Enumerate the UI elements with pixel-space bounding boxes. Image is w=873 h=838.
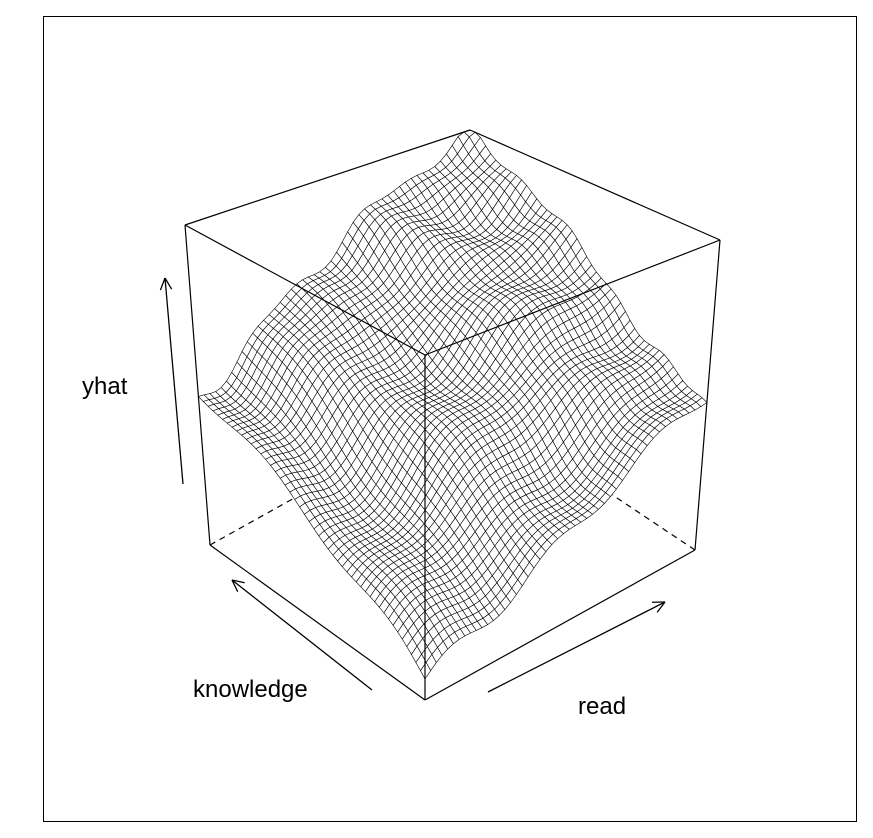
y-axis-arrow	[231, 579, 373, 691]
box-front-edges	[184, 129, 721, 701]
y-axis-arrow-head	[231, 579, 245, 584]
box-edge	[424, 239, 721, 356]
box-edge	[209, 544, 426, 701]
axis-arrows	[159, 277, 666, 693]
z-axis-arrow-head	[164, 277, 173, 290]
x-axis-label: read	[578, 693, 626, 720]
x-axis-arrow	[487, 601, 666, 693]
y-axis-label: knowledge	[193, 676, 308, 703]
box-edge	[694, 239, 721, 551]
z-axis-arrow-head	[159, 277, 166, 291]
box-edge	[184, 224, 211, 546]
y-axis-arrow-head	[231, 579, 239, 592]
box-edge	[184, 129, 471, 226]
box-edge	[469, 129, 721, 241]
surface-mesh	[197, 129, 708, 680]
box-edge	[184, 224, 426, 356]
z-axis-label: yhat	[82, 373, 128, 400]
x-axis-arrow-head	[656, 601, 666, 613]
z-axis-arrow	[164, 277, 184, 485]
box-edge	[424, 549, 696, 701]
